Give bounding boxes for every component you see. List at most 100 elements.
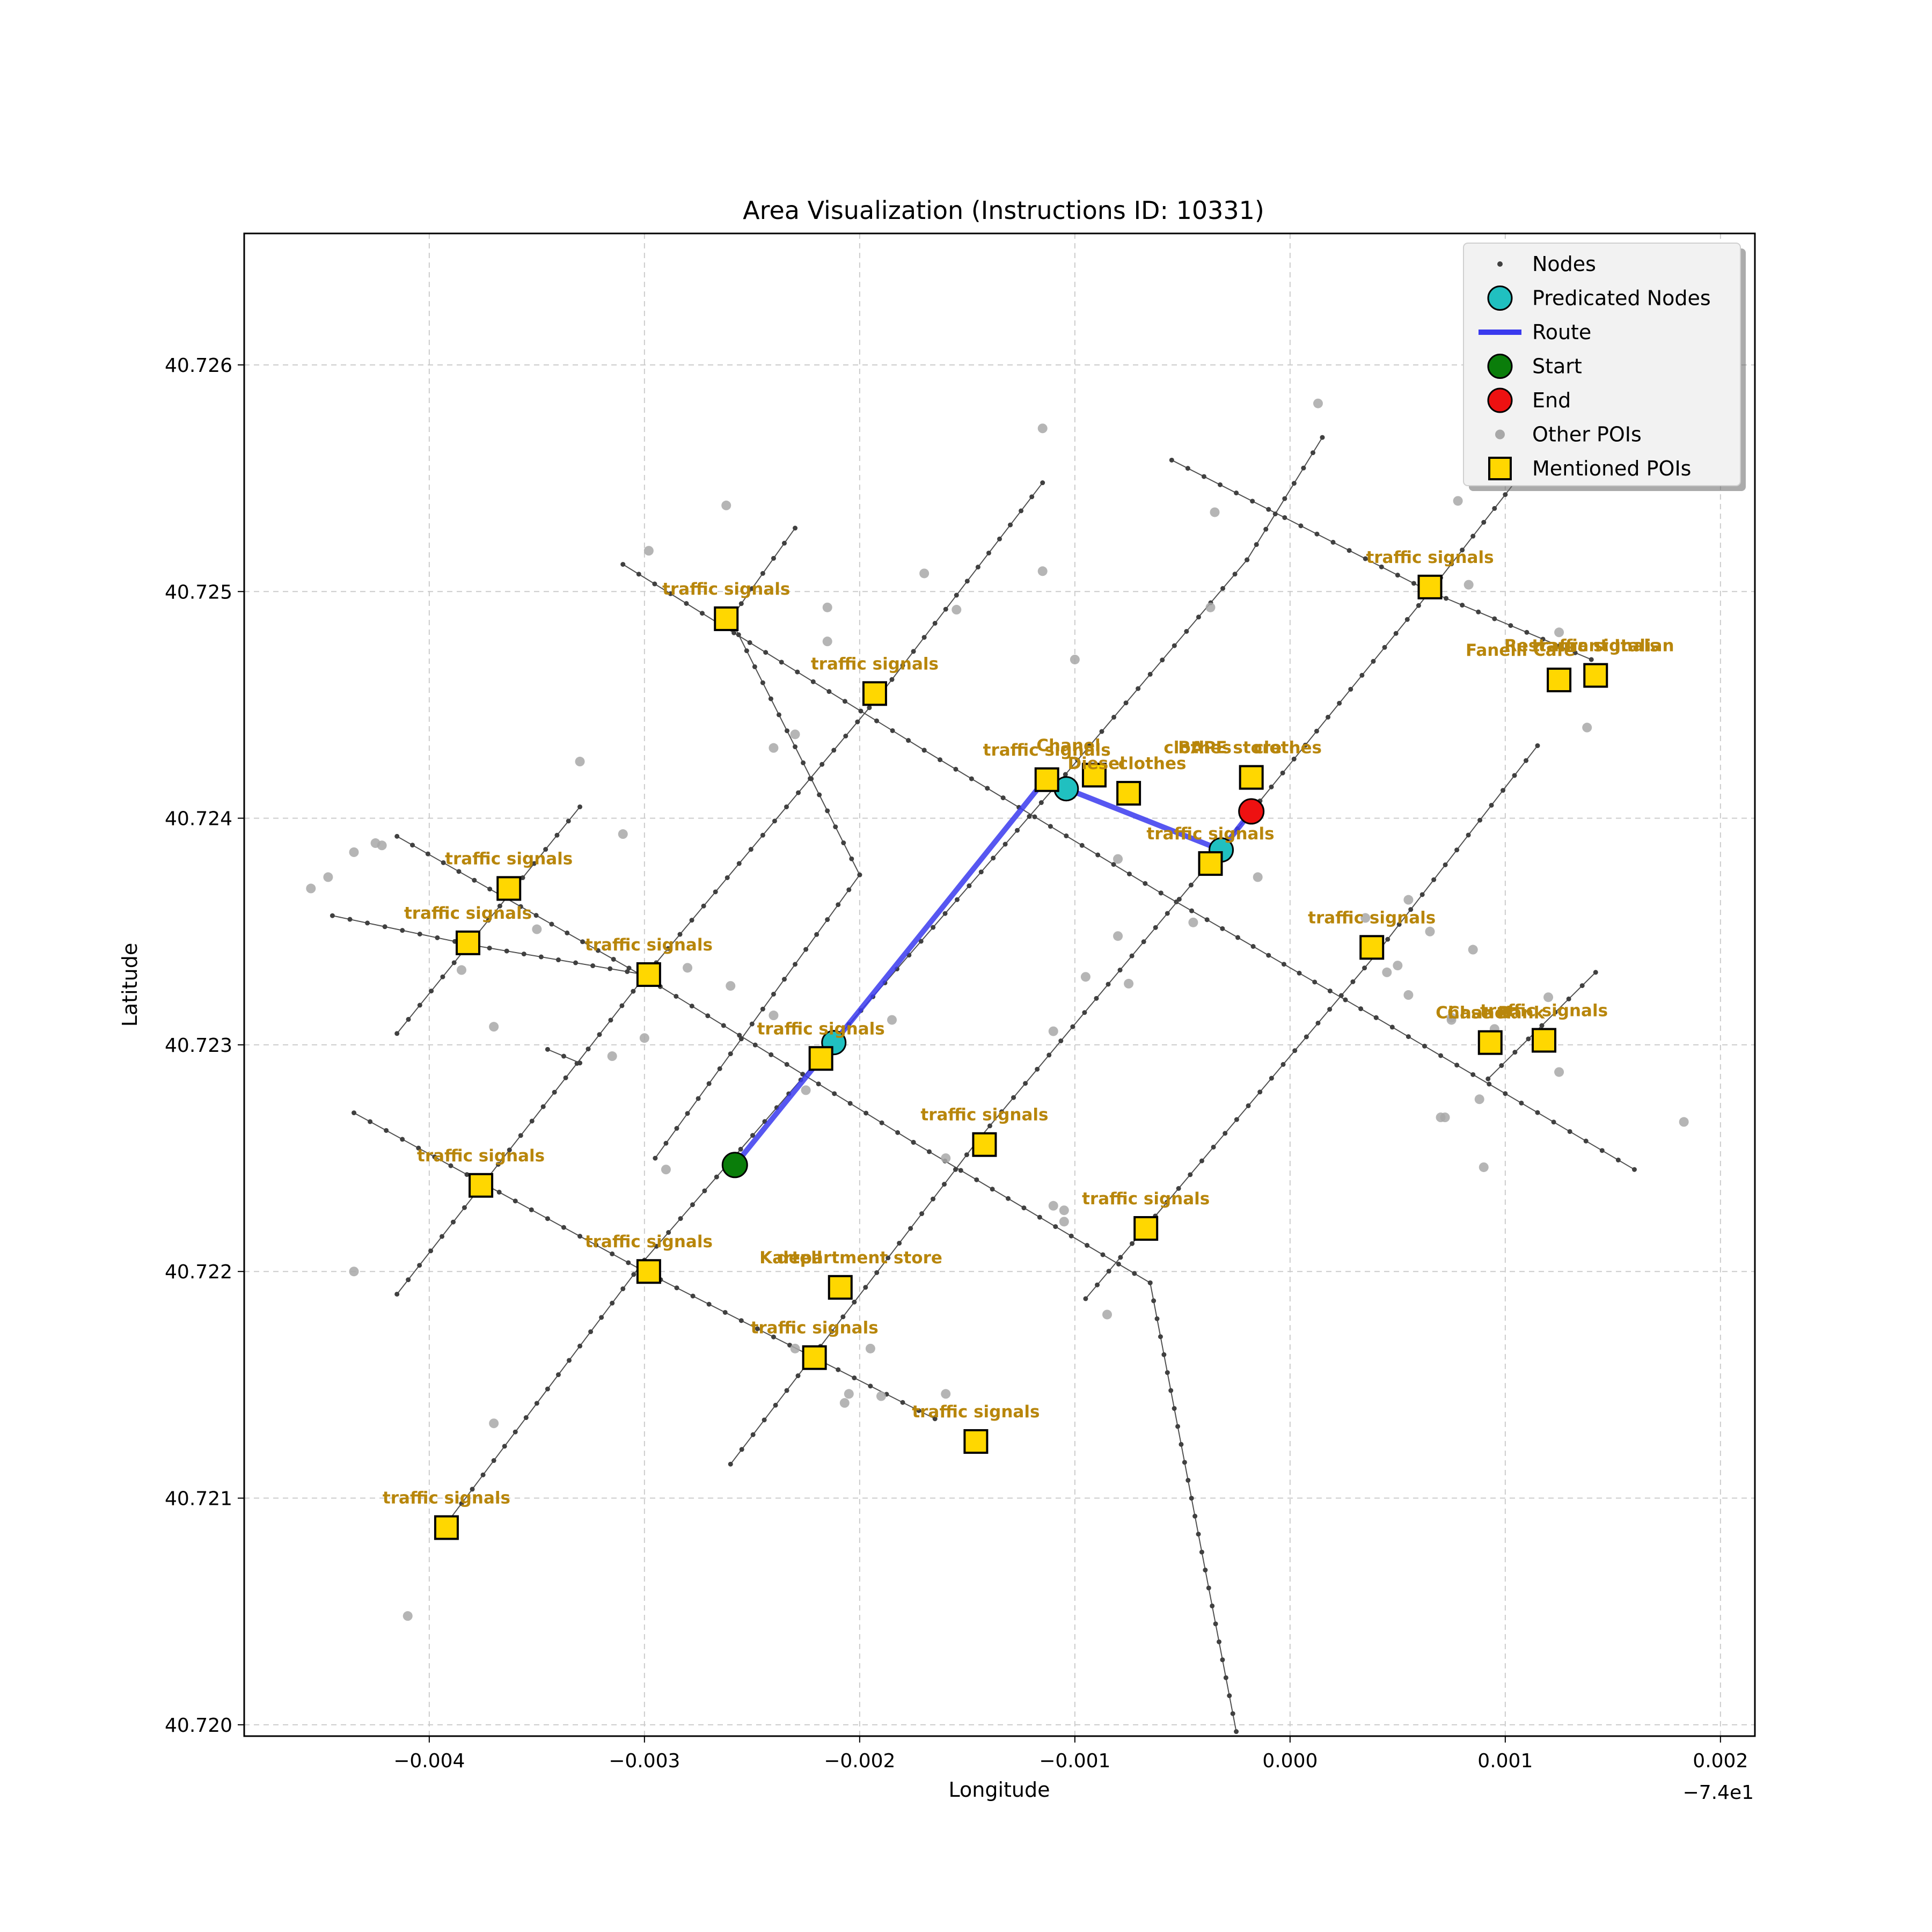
street-node [394,833,400,839]
mentioned-poi-marker [496,876,522,901]
street-node [552,1089,557,1095]
street-node [496,1189,502,1195]
street-node [1165,911,1170,916]
y-tick-label: 40.721 [165,1488,232,1510]
other-poi-marker [941,1153,951,1163]
other-poi-marker [1037,566,1048,576]
street-node [826,689,832,694]
other-poi-marker [575,757,585,767]
street-node [1524,630,1529,635]
street-node [1032,814,1037,819]
street-node [451,960,457,965]
street-node [1201,474,1206,479]
street-node [1037,1214,1042,1220]
street-node [597,1032,602,1037]
street-node [394,1031,400,1036]
street-node [580,939,586,945]
mentioned-poi-marker [434,1515,459,1540]
street-node [486,918,491,923]
other-poi-marker [1468,945,1478,955]
other-poi-marker [769,743,779,753]
street-node [631,989,636,994]
street-node [855,719,860,724]
street-node [803,947,809,952]
street-node [1254,542,1259,547]
street-node [852,1375,857,1380]
street-node [441,860,446,865]
street-node [1297,970,1302,976]
street-node [577,1060,583,1066]
other-poi-marker [887,1015,897,1025]
street-node [1281,962,1286,967]
street-node [842,699,847,704]
street-node [897,1240,902,1246]
y-tick-label: 40.726 [165,355,232,377]
street-node [538,954,544,960]
other-poi-marker [1403,990,1414,1000]
street-node [1298,523,1304,529]
street-node [776,712,781,718]
street-node [1280,770,1285,775]
other-poi-marker [726,981,736,991]
street-node [1227,1693,1232,1699]
street-node [954,897,960,902]
street-node [685,1111,690,1116]
other-poi-marker [1037,423,1048,434]
street-node [1406,1034,1411,1040]
other-poi-marker [1403,895,1414,905]
street-node [885,1255,891,1261]
y-tick-label: 40.725 [165,581,232,603]
street-node [1489,802,1494,808]
street-node [1203,1568,1208,1573]
street-node [1015,828,1020,833]
other-pois [306,398,1689,1621]
street-node [779,660,784,665]
other-poi-marker [607,1051,617,1062]
street-node [1460,603,1465,608]
street-node [586,1046,591,1052]
street-node [840,1314,846,1320]
legend: Nodes Predicated Nodes Route Start End Other … [1463,243,1746,491]
poi-label: traffic signals [404,904,532,923]
street-node [987,1123,992,1129]
street-node [1314,531,1320,537]
street-node [1266,507,1271,512]
street-node [974,1177,979,1182]
poi-label: traffic signals [662,580,790,599]
street-node [1385,936,1391,942]
street-node [1179,1441,1184,1447]
street-node [863,1285,868,1290]
street-node [958,1168,963,1173]
street-node [497,903,502,909]
street-node [991,855,996,861]
street-node [1404,617,1410,622]
street-node [1188,1172,1193,1177]
legend-label: Start [1532,355,1582,378]
street-node [1272,511,1278,517]
street-node [1189,908,1195,913]
axis-ticks: −0.004 −0.003 −0.002 −0.001 0.000 0.001 0.002 4… [165,355,1748,1772]
street-node [400,1137,405,1142]
street-node [1512,1050,1518,1055]
legend-other-swatch [1495,429,1505,440]
street-node [678,1216,683,1221]
street-node [1136,686,1141,691]
street-node [555,957,561,963]
street-node [417,932,422,937]
street-node [1419,892,1425,897]
street-node [721,1023,726,1028]
street-node [784,1062,789,1067]
street-node [863,1110,869,1116]
street-node [1566,996,1571,1001]
street-node [736,861,742,866]
street-node [1143,881,1148,886]
street-node [760,832,765,838]
street-node [793,962,798,967]
street-node [1160,657,1165,663]
street-node [1182,1460,1187,1465]
street-node [1176,897,1182,902]
street-node [608,1018,613,1023]
poi-label: traffic signals [585,1232,713,1252]
mentioned-poi-marker [1198,851,1223,876]
street-node [462,1205,467,1210]
